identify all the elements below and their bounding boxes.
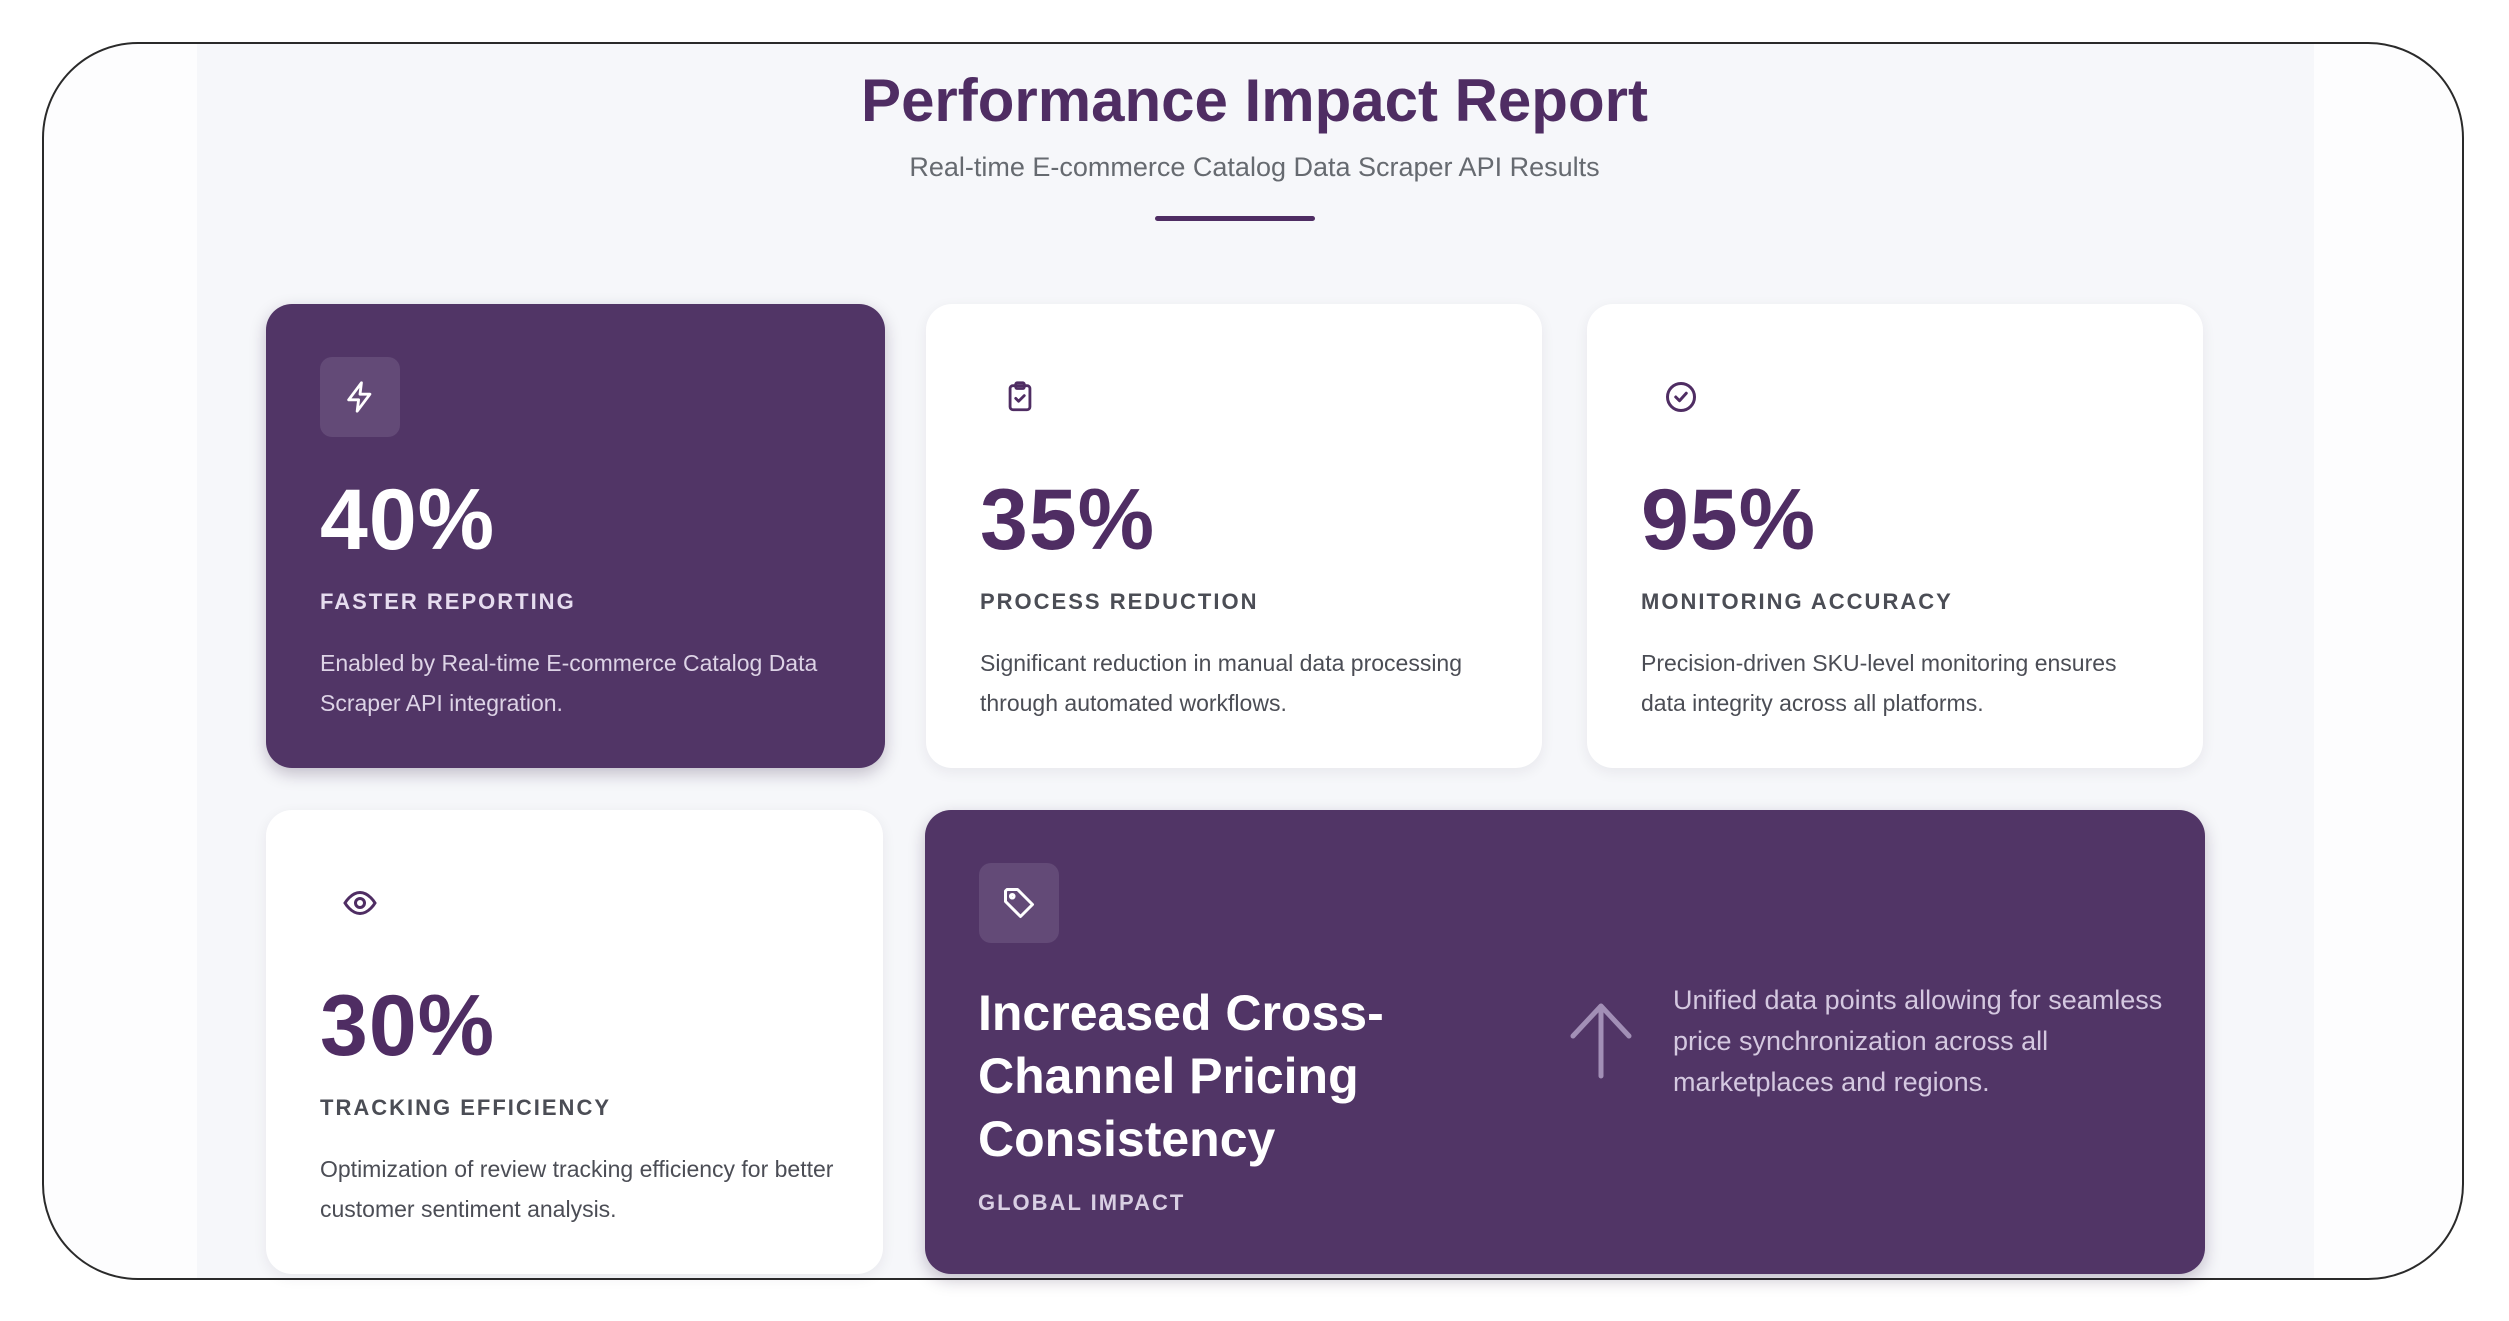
feature-card-pricing-consistency: Increased Cross-Channel Pricing Consiste… [925, 810, 2205, 1274]
stat-label: MONITORING ACCURACY [1641, 589, 1953, 614]
stat-description: Precision-driven SKU-level monitoring en… [1641, 650, 2117, 716]
eye-icon [320, 863, 400, 943]
tag-icon [979, 863, 1059, 943]
stat-label: PROCESS REDUCTION [980, 589, 1259, 614]
title-divider [1155, 216, 1315, 221]
arrow-up-icon [1565, 1000, 1637, 1085]
feature-description: Unified data points allowing for seamles… [1673, 985, 2163, 1097]
page-title: Performance Impact Report [861, 67, 1648, 134]
page-subtitle: Real-time E-commerce Catalog Data Scrape… [909, 152, 1600, 182]
check-circle-icon [1641, 357, 1721, 437]
stat-card-monitoring-accuracy: 95% MONITORING ACCURACY Precision-driven… [1587, 304, 2203, 768]
stat-description: Significant reduction in manual data pro… [980, 650, 1463, 716]
stat-card-process-reduction: 35% PROCESS REDUCTION Significant reduct… [926, 304, 1542, 768]
stat-card-faster-reporting: 40% FASTER REPORTING Enabled by Real-tim… [266, 304, 885, 768]
feature-title: Increased Cross-Channel Pricing Consiste… [978, 985, 1384, 1167]
stat-description: Optimization of review tracking efficien… [320, 1156, 834, 1222]
stat-value: 35% [980, 472, 1156, 568]
stat-value: 40% [320, 472, 496, 568]
stat-card-tracking-efficiency: 30% TRACKING EFFICIENCY Optimization of … [266, 810, 883, 1274]
feature-label: GLOBAL IMPACT [978, 1190, 1186, 1215]
stat-description: Enabled by Real-time E-commerce Catalog … [320, 650, 818, 716]
stat-label: FASTER REPORTING [320, 589, 576, 614]
stat-value: 30% [320, 978, 496, 1074]
lightning-icon [320, 357, 400, 437]
stat-label: TRACKING EFFICIENCY [320, 1095, 611, 1120]
stat-value: 95% [1641, 472, 1817, 568]
clipboard-check-icon [980, 357, 1060, 437]
